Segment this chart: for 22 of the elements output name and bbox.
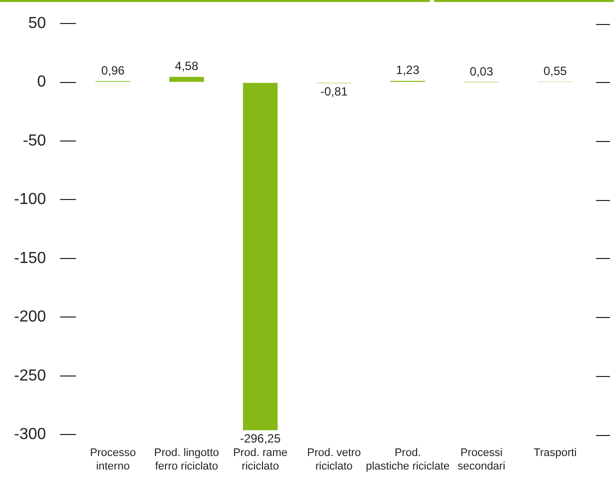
y-tick-label: -300 (14, 426, 46, 444)
y-tick-label: -100 (14, 191, 46, 208)
data-label: 0,96 (101, 64, 125, 78)
y-tick-label: 0 (37, 74, 46, 91)
y-tick-label: -200 (14, 308, 46, 326)
y-tick-label: -150 (14, 250, 46, 267)
data-label: 1,23 (396, 63, 420, 78)
y-tick-label: -250 (14, 367, 46, 384)
x-tick-label: Trasporti (534, 447, 577, 460)
y-tick-label: -50 (22, 132, 46, 150)
data-label: 4,58 (174, 59, 199, 74)
data-label: -296,25 (240, 432, 281, 446)
data-label: 0,03 (470, 64, 494, 79)
data-label: -0,81 (320, 84, 348, 99)
x-tick-label: Processo interno (90, 447, 136, 472)
x-tick-label: Prod. lingotto ferro riciclato (154, 447, 220, 472)
x-tick-label: Processi secondari (458, 447, 506, 472)
x-tick-label: Prod. plastiche riciclate (366, 447, 450, 472)
x-tick-label: Prod. vetro riciclato (307, 447, 361, 472)
data-label: 0,55 (543, 64, 568, 78)
x-tick-label: Prod. rame riciclato (233, 447, 288, 472)
y-tick-label: 50 (28, 15, 46, 32)
